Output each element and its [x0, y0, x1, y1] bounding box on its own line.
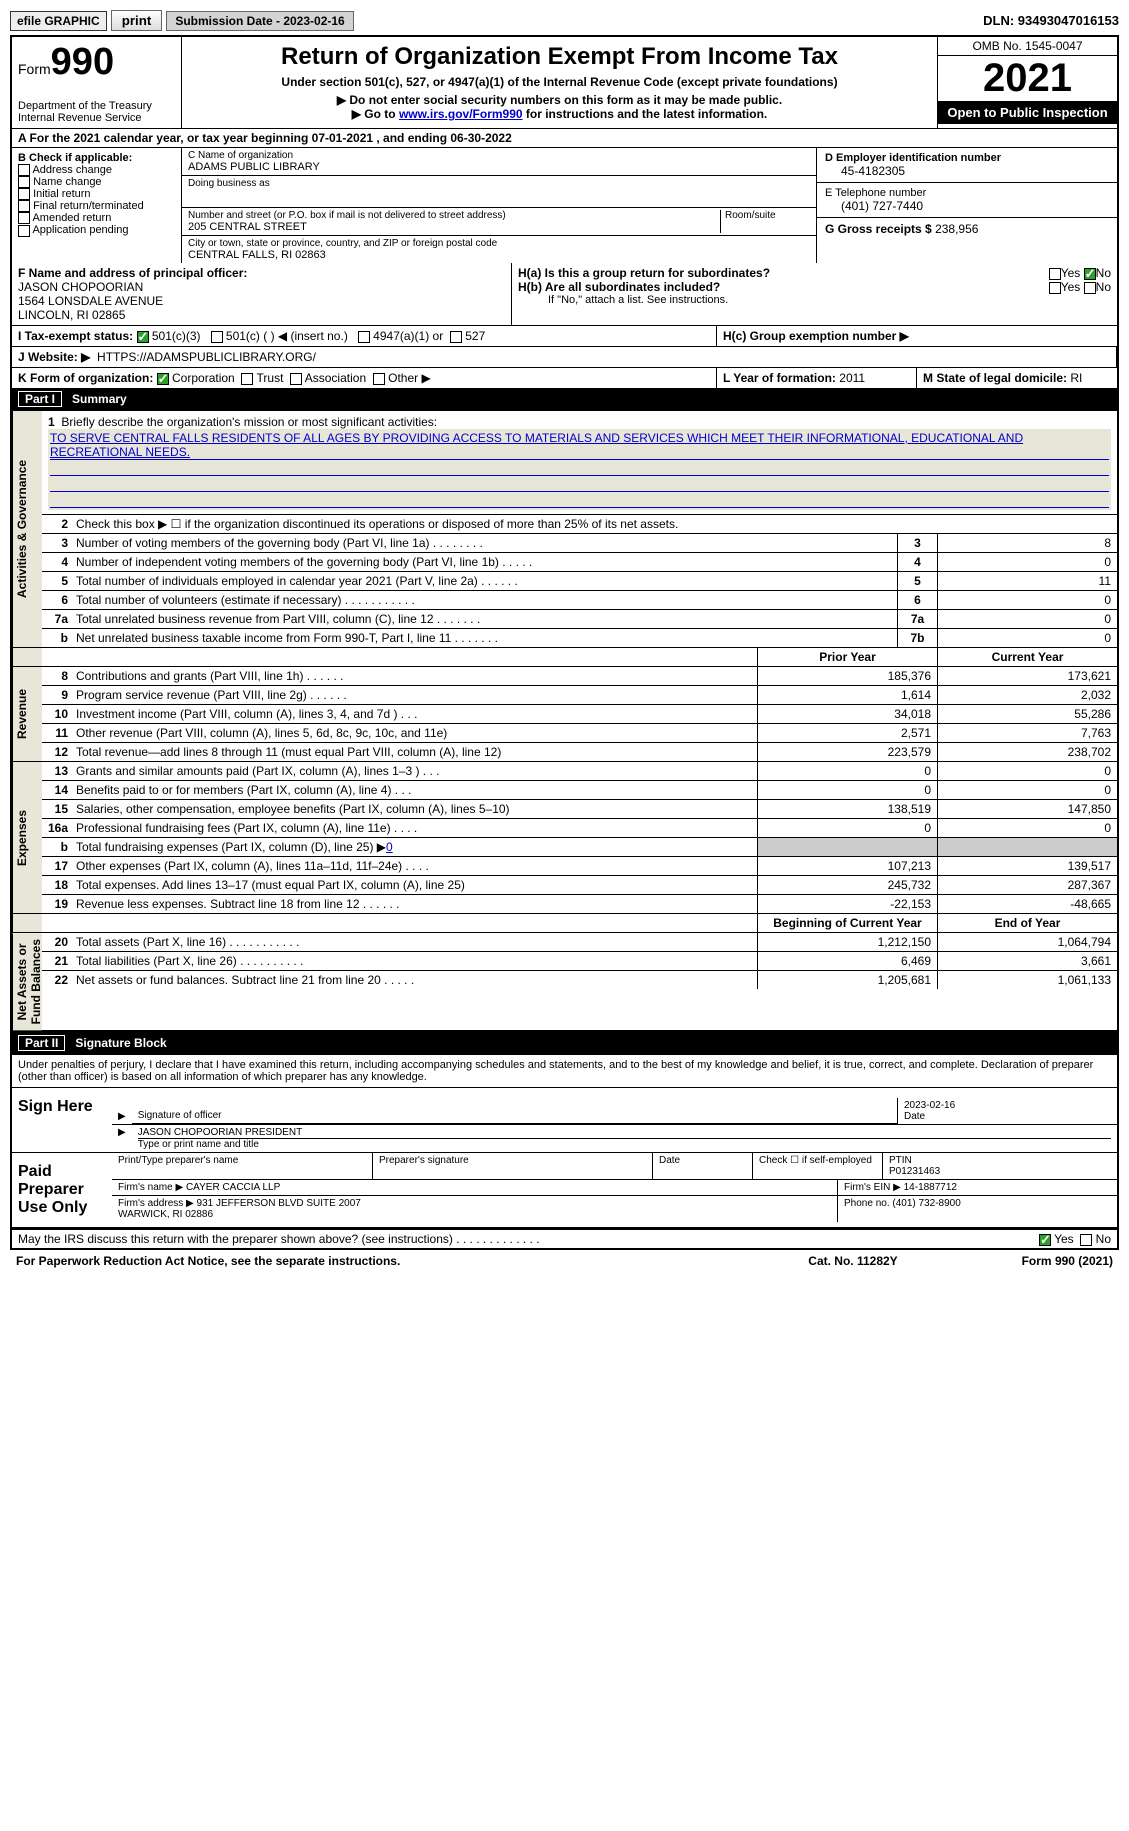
501c-checkbox[interactable]: [211, 331, 223, 343]
open-to-public: Open to Public Inspection: [938, 101, 1117, 124]
discuss-yes-checkbox[interactable]: [1039, 1234, 1051, 1246]
group-exemption: H(c) Group exemption number ▶: [717, 326, 1117, 346]
sign-here-label: Sign Here: [12, 1088, 112, 1152]
mission-statement: TO SERVE CENTRAL FALLS RESIDENTS OF ALL …: [48, 429, 1111, 510]
form-number: Form990: [18, 41, 175, 84]
discuss-no-checkbox[interactable]: [1080, 1234, 1092, 1246]
website-row: J Website: ▶ HTTPS://ADAMSPUBLICLIBRARY.…: [12, 347, 1117, 367]
discuss-row: May the IRS discuss this return with the…: [10, 1229, 1119, 1250]
hb-yes-checkbox[interactable]: [1049, 282, 1061, 294]
tax-year: 2021: [938, 56, 1117, 101]
line5-val: 11: [937, 572, 1117, 590]
firm-phone: (401) 732-8900: [892, 1198, 960, 1209]
column-d: D Employer identification number45-41823…: [817, 148, 1117, 263]
irs-link[interactable]: www.irs.gov/Form990: [399, 107, 523, 121]
ha-no-checkbox[interactable]: [1084, 268, 1096, 280]
4947-checkbox[interactable]: [358, 331, 370, 343]
line6-val: 0: [937, 591, 1117, 609]
current-year-header: Current Year: [937, 648, 1117, 666]
efile-label: efile GRAPHIC: [10, 11, 107, 31]
form-title: Return of Organization Exempt From Incom…: [188, 43, 931, 71]
entity-section: A For the 2021 calendar year, or tax yea…: [10, 128, 1119, 388]
city-state-zip: CENTRAL FALLS, RI 02863: [188, 249, 810, 261]
signature-block: Under penalties of perjury, I declare th…: [10, 1055, 1119, 1229]
ein: 45-4182305: [825, 164, 1109, 178]
instruction-2: ▶ Go to www.irs.gov/Form990 for instruct…: [188, 107, 931, 121]
state-domicile: M State of legal domicile: RI: [917, 368, 1117, 388]
app-pending-checkbox[interactable]: [18, 225, 30, 237]
initial-return-checkbox[interactable]: [18, 188, 30, 200]
arrow-icon: ▶: [112, 1109, 132, 1124]
501c3-checkbox[interactable]: [137, 331, 149, 343]
net-assets-label: Net Assets or Fund Balances: [12, 933, 42, 1030]
part1-header: Part ISummary: [10, 388, 1119, 411]
trust-checkbox[interactable]: [241, 373, 253, 385]
assoc-checkbox[interactable]: [290, 373, 302, 385]
part2-header: Part IISignature Block: [10, 1032, 1119, 1055]
firm-ein: 14-1887712: [904, 1182, 957, 1193]
line3-val: 8: [937, 534, 1117, 552]
column-b: B Check if applicable: Address change Na…: [12, 148, 182, 263]
omb-number: OMB No. 1545-0047: [938, 37, 1117, 56]
begin-year-header: Beginning of Current Year: [757, 914, 937, 932]
form-header: Form990 Department of the Treasury Inter…: [10, 35, 1119, 128]
name-change-checkbox[interactable]: [18, 176, 30, 188]
expenses-label: Expenses: [12, 762, 42, 913]
line7a-val: 0: [937, 610, 1117, 628]
dln-number: DLN: 93493047016153: [983, 13, 1119, 28]
website-url: HTTPS://ADAMSPUBLICLIBRARY.ORG/: [97, 350, 316, 364]
form-subtitle: Under section 501(c), 527, or 4947(a)(1)…: [188, 75, 931, 89]
summary-section: Activities & Governance 1 Briefly descri…: [10, 411, 1119, 1032]
group-return-b: H(b) Are all subordinates included? Yes …: [518, 280, 1111, 294]
corp-checkbox[interactable]: [157, 373, 169, 385]
line4-val: 0: [937, 553, 1117, 571]
end-year-header: End of Year: [937, 914, 1117, 932]
addr-change-checkbox[interactable]: [18, 164, 30, 176]
paid-preparer-label: Paid Preparer Use Only: [12, 1153, 112, 1227]
revenue-label: Revenue: [12, 667, 42, 761]
amended-checkbox[interactable]: [18, 212, 30, 224]
sig-date: 2023-02-16: [904, 1100, 1111, 1111]
form-org: K Form of organization: Corporation Trus…: [12, 368, 717, 388]
prior-year-header: Prior Year: [757, 648, 937, 666]
phone: (401) 727-7440: [825, 199, 1109, 213]
instruction-1: ▶ Do not enter social security numbers o…: [188, 93, 931, 107]
tax-exempt-status: I Tax-exempt status: 501(c)(3) 501(c) ( …: [12, 326, 717, 346]
ha-yes-checkbox[interactable]: [1049, 268, 1061, 280]
officer-name: JASON CHOPOORIAN PRESIDENT: [138, 1127, 1111, 1138]
column-c: C Name of organizationADAMS PUBLIC LIBRA…: [182, 148, 817, 263]
principal-officer: F Name and address of principal officer:…: [12, 263, 512, 325]
org-name: ADAMS PUBLIC LIBRARY: [188, 161, 810, 173]
final-return-checkbox[interactable]: [18, 200, 30, 212]
activities-governance-label: Activities & Governance: [12, 411, 42, 647]
year-formation: L Year of formation: 2011: [717, 368, 917, 388]
line7b-val: 0: [937, 629, 1117, 647]
dept-treasury: Department of the Treasury Internal Reve…: [18, 100, 175, 124]
arrow-icon: ▶: [112, 1125, 132, 1152]
penalty-statement: Under penalties of perjury, I declare th…: [12, 1055, 1117, 1087]
hb-no-checkbox[interactable]: [1084, 282, 1096, 294]
tax-period: A For the 2021 calendar year, or tax yea…: [12, 129, 1117, 148]
ptin: P01231463: [889, 1166, 1111, 1177]
527-checkbox[interactable]: [450, 331, 462, 343]
page-footer: For Paperwork Reduction Act Notice, see …: [10, 1250, 1119, 1272]
print-button[interactable]: print: [111, 10, 163, 31]
gross-receipts: 238,956: [935, 222, 978, 236]
firm-name: CAYER CACCIA LLP: [186, 1182, 280, 1193]
toolbar: efile GRAPHIC print Submission Date - 20…: [10, 10, 1119, 31]
submission-date: Submission Date - 2023-02-16: [166, 11, 353, 31]
other-checkbox[interactable]: [373, 373, 385, 385]
group-return-a: H(a) Is this a group return for subordin…: [518, 266, 1111, 280]
street-address: 205 CENTRAL STREET: [188, 221, 720, 233]
